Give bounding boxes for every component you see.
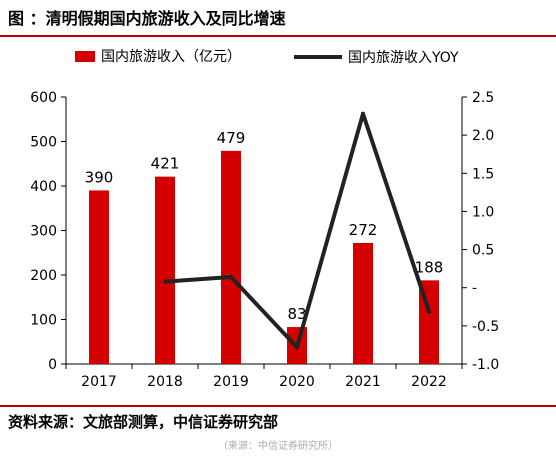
bar-data-label: 421 [151,155,180,173]
watermark: （来源：中信证券研究所） [218,441,338,452]
title-bar: 图 ：清明假期国内旅游收入及同比增速 [0,0,556,34]
top-rule [0,35,556,37]
bar-data-labels: 390 421 479 83 272 188 [85,129,444,323]
bottom-rule [0,405,556,407]
legend-bar-label: 国内旅游收入（亿元） [101,49,241,65]
bar [353,242,373,364]
x-tick-label: 2022 [411,374,447,390]
bar [221,150,241,364]
left-axis: 0 100 200 300 400 500 600 [30,90,67,373]
yoy-point [229,275,233,280]
right-tick-label: 1.5 [472,166,494,182]
left-tick-label: 100 [30,313,57,329]
right-tick-label: - [472,281,477,297]
left-tick-label: 200 [30,268,57,284]
right-tick-label: -1.0 [472,357,499,373]
left-tick-label: 500 [30,135,57,151]
x-tick-label: 2019 [213,374,249,390]
left-tick-label: 300 [30,224,57,240]
right-tick-label: 2.0 [472,128,494,144]
bar-data-label: 83 [287,305,306,323]
bar [155,176,175,364]
bar-series [89,150,439,364]
bar-data-label: 272 [349,221,378,239]
bar [89,190,109,364]
bar-data-label: 188 [415,258,444,276]
x-tick-label: 2018 [147,374,183,390]
right-tick-label: -0.5 [472,319,499,335]
x-tick-label: 2020 [279,374,315,390]
yoy-point [427,309,431,314]
left-tick-label: 0 [48,357,57,373]
left-tick-label: 600 [30,90,57,106]
right-tick-label: 0.5 [472,243,494,259]
chart-title: 图 ：清明假期国内旅游收入及同比增速 [8,9,286,28]
legend: 国内旅游收入（亿元） 国内旅游收入YOY [75,49,459,66]
x-tick-label: 2021 [345,374,381,390]
right-tick-label: 2.5 [472,90,494,106]
x-tick-label: 2017 [81,374,117,390]
legend-bar-swatch [75,51,95,62]
source-note: 资料来源：文旅部测算，中信证券研究部 [8,413,279,431]
bar-data-label: 390 [85,168,114,186]
right-axis: -1.0-0.5-0.51.01.52.02.5 [461,90,499,373]
x-axis: 2017 2018 2019 2020 2021 2022 [65,363,463,390]
left-tick-label: 400 [30,179,57,195]
legend-line-label: 国内旅游收入YOY [348,50,459,66]
yoy-point [163,279,167,284]
combo-chart: 国内旅游收入（亿元） 国内旅游收入YOY 0 100 200 300 400 500 600… [30,49,499,390]
right-tick-label: 1.0 [472,204,494,220]
bar-data-label: 479 [217,129,246,147]
yoy-line-series [163,111,431,350]
yoy-point [295,345,299,350]
yoy-point [361,111,365,116]
